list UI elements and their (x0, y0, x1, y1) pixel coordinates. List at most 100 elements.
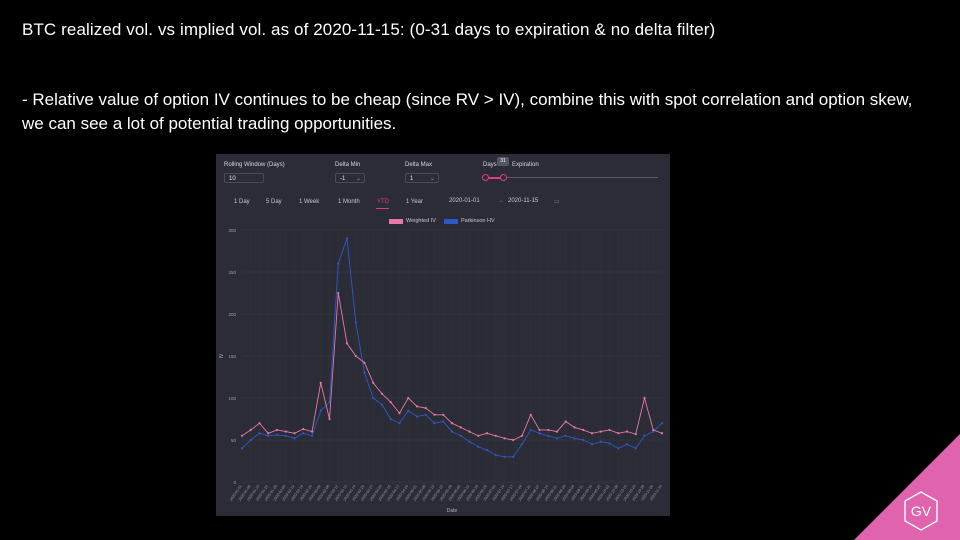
data-point-hv (267, 434, 270, 437)
gv-logo-text: GV (911, 503, 932, 519)
data-point-iv (634, 433, 637, 436)
data-point-iv (564, 420, 567, 423)
y-tick-label: 50 (231, 438, 237, 443)
delta-min-select[interactable]: -1 ⌄ (335, 173, 365, 183)
data-point-iv (512, 438, 515, 442)
y-axis-label: IV (219, 353, 225, 358)
range-1-month[interactable]: 1 Month (338, 199, 360, 205)
data-point-hv (555, 437, 559, 440)
data-point-iv (354, 354, 357, 358)
legend-label-iv[interactable]: Weighted IV (406, 218, 436, 224)
data-point-hv (284, 434, 287, 437)
data-point-hv (275, 433, 279, 437)
data-point-hv (407, 409, 410, 412)
data-point-hv (424, 413, 427, 416)
legend-swatch-iv (389, 219, 403, 224)
data-point-iv (503, 437, 506, 440)
data-point-hv (354, 321, 357, 324)
legend-label-hv[interactable]: Parkinson HV (461, 218, 495, 224)
data-point-hv (643, 434, 646, 437)
data-point-hv (634, 447, 637, 450)
data-point-hv (538, 432, 541, 435)
data-point-iv (372, 381, 375, 384)
date-range-arrow-icon: → (498, 198, 504, 204)
rolling-window-input[interactable]: 10 (224, 173, 264, 183)
slider-max-handle[interactable] (500, 174, 507, 181)
data-point-iv (328, 417, 331, 421)
data-point-hv (319, 409, 322, 412)
data-point-iv (599, 430, 602, 433)
data-point-hv (529, 428, 532, 432)
data-point-iv (319, 381, 322, 384)
data-point-iv (345, 342, 349, 345)
data-point-hv (240, 447, 244, 450)
slider-min-handle[interactable] (482, 174, 489, 181)
data-point-iv (433, 413, 436, 416)
y-tick-label: 250 (228, 270, 236, 275)
data-point-iv (363, 361, 366, 364)
y-tick-label: 0 (233, 480, 236, 485)
data-point-iv (547, 428, 550, 432)
data-point-iv (652, 428, 655, 432)
data-point-iv (529, 413, 532, 416)
range-1-day[interactable]: 1 Day (234, 199, 250, 205)
data-point-iv (625, 430, 629, 433)
data-point-iv (293, 432, 296, 435)
data-point-hv (345, 237, 349, 240)
data-point-iv (538, 428, 541, 432)
delta-min-label: Delta Min (335, 162, 361, 168)
data-point-iv (275, 428, 279, 432)
data-point-hv (468, 440, 471, 443)
data-point-iv (660, 432, 664, 435)
data-point-hv (337, 262, 340, 265)
data-point-hv (398, 422, 401, 425)
data-point-iv (380, 392, 384, 395)
data-point-hv (625, 443, 629, 446)
data-point-iv (590, 432, 594, 435)
data-point-iv (407, 396, 410, 400)
expiration-label: Expiration (512, 162, 539, 168)
slide-bullet-text: - Relative value of option IV continues … (22, 90, 913, 133)
data-point-iv (643, 396, 646, 400)
delta-max-value: 1 (410, 176, 414, 182)
y-tick-label: 300 (228, 228, 236, 233)
data-point-hv (660, 422, 664, 425)
data-point-hv (310, 434, 314, 437)
data-point-iv (337, 291, 340, 295)
data-point-hv (503, 455, 506, 458)
data-point-hv (564, 434, 567, 437)
data-point-hv (652, 430, 655, 433)
range-ytd[interactable]: YTD (377, 199, 389, 205)
delta-max-select[interactable]: 1 ⌄ (405, 173, 439, 183)
data-point-iv (442, 413, 445, 416)
data-point-hv (547, 434, 550, 437)
range-1-year[interactable]: 1 Year (406, 199, 424, 205)
data-point-iv (459, 426, 462, 429)
slider-tooltip: 31 (497, 157, 509, 166)
gv-logo: GV (904, 491, 938, 531)
range-5-day[interactable]: 5 Day (266, 199, 282, 205)
data-point-hv (512, 455, 515, 458)
data-point-iv (258, 422, 261, 425)
data-point-hv (520, 443, 524, 446)
data-point-iv (267, 432, 270, 435)
data-point-hv (328, 401, 331, 404)
days-slider-track[interactable] (486, 177, 658, 178)
data-point-hv (258, 432, 261, 435)
active-range-underline (376, 208, 389, 209)
chevron-down-icon: ⌄ (355, 176, 361, 182)
end-date-input[interactable]: 2020-11-15 (508, 198, 539, 204)
calendar-icon[interactable]: ▭ (554, 199, 560, 205)
data-point-hv (590, 443, 594, 446)
start-date-input[interactable]: 2020-01-01 (449, 198, 480, 204)
range-1-week[interactable]: 1 Week (299, 199, 320, 205)
data-point-iv (302, 427, 305, 431)
data-point-hv (582, 438, 585, 442)
data-point-iv (555, 430, 559, 433)
data-point-iv (582, 428, 585, 432)
data-point-iv (415, 405, 419, 408)
data-point-hv (302, 432, 305, 435)
y-tick-label: 100 (228, 396, 236, 401)
data-point-hv (363, 371, 366, 374)
data-point-iv (617, 432, 620, 435)
